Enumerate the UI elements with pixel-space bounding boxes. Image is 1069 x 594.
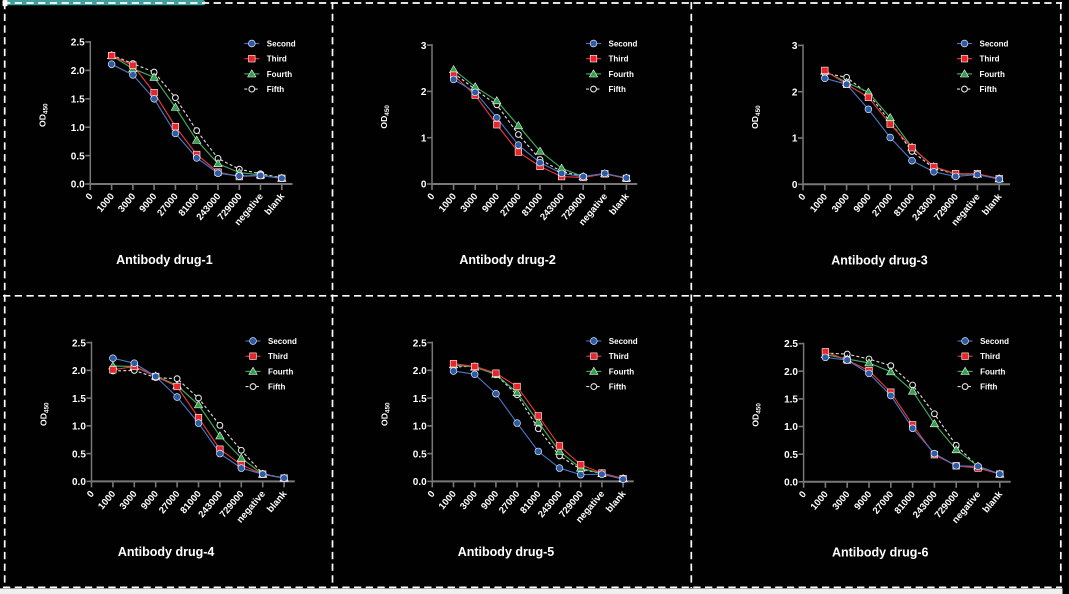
svg-text:Fifth: Fifth <box>609 85 626 94</box>
svg-text:Fourth: Fourth <box>268 367 293 376</box>
svg-text:0.0: 0.0 <box>71 180 85 191</box>
svg-text:2.5: 2.5 <box>71 38 85 49</box>
svg-text:Antibody drug-3: Antibody drug-3 <box>831 253 928 267</box>
svg-text:2.0: 2.0 <box>71 66 85 77</box>
svg-text:2.5: 2.5 <box>413 338 427 349</box>
svg-text:1.0: 1.0 <box>413 422 427 433</box>
svg-text:Fourth: Fourth <box>609 367 634 376</box>
svg-text:Fourth: Fourth <box>267 70 292 79</box>
svg-text:0: 0 <box>796 192 808 203</box>
svg-text:Second: Second <box>980 40 1009 49</box>
svg-text:Antibody drug-4: Antibody drug-4 <box>118 545 215 559</box>
svg-text:Second: Second <box>609 40 638 49</box>
svg-text:0: 0 <box>425 191 437 202</box>
svg-text:1.5: 1.5 <box>784 395 798 406</box>
svg-text:Third: Third <box>609 55 629 64</box>
svg-text:2.5: 2.5 <box>72 338 86 349</box>
svg-text:Second: Second <box>267 40 296 49</box>
svg-text:2.0: 2.0 <box>72 366 86 377</box>
svg-text:Antibody drug-5: Antibody drug-5 <box>458 545 555 559</box>
svg-text:Fourth: Fourth <box>609 70 634 79</box>
svg-text:2: 2 <box>421 87 427 98</box>
svg-text:1: 1 <box>792 134 798 145</box>
svg-text:0: 0 <box>426 489 438 500</box>
svg-text:Third: Third <box>268 352 288 361</box>
svg-text:Fifth: Fifth <box>980 383 997 392</box>
svg-text:Fifth: Fifth <box>980 85 997 94</box>
svg-text:3: 3 <box>421 41 427 52</box>
svg-text:Antibody drug-6: Antibody drug-6 <box>832 545 929 559</box>
svg-text:Third: Third <box>980 352 1000 361</box>
svg-text:0.0: 0.0 <box>72 477 86 488</box>
svg-text:Third: Third <box>267 55 287 64</box>
svg-text:0: 0 <box>84 191 96 202</box>
svg-text:0.5: 0.5 <box>413 449 427 460</box>
svg-text:1: 1 <box>421 133 427 144</box>
svg-text:1.5: 1.5 <box>71 95 85 106</box>
svg-text:1.5: 1.5 <box>72 394 86 405</box>
svg-text:Second: Second <box>609 337 638 346</box>
svg-text:0.5: 0.5 <box>71 151 85 162</box>
svg-text:0: 0 <box>85 489 97 500</box>
svg-text:Third: Third <box>609 352 629 361</box>
svg-text:0: 0 <box>792 180 798 191</box>
svg-text:Fourth: Fourth <box>980 367 1005 376</box>
svg-text:Second: Second <box>268 337 297 346</box>
svg-text:2.0: 2.0 <box>413 366 427 377</box>
svg-text:0.0: 0.0 <box>784 478 798 489</box>
svg-text:2.0: 2.0 <box>784 367 798 378</box>
svg-text:Antibody drug-2: Antibody drug-2 <box>459 253 556 267</box>
svg-text:1.0: 1.0 <box>71 123 85 134</box>
svg-text:Fourth: Fourth <box>980 70 1005 79</box>
svg-text:1.5: 1.5 <box>413 394 427 405</box>
svg-text:3: 3 <box>792 41 798 52</box>
svg-text:1.0: 1.0 <box>784 422 798 433</box>
svg-text:0: 0 <box>797 489 809 500</box>
svg-text:Second: Second <box>980 337 1009 346</box>
svg-text:Third: Third <box>980 55 1000 64</box>
svg-text:Fifth: Fifth <box>268 383 285 392</box>
svg-text:1.0: 1.0 <box>72 422 86 433</box>
svg-text:Antibody drug-1: Antibody drug-1 <box>116 253 213 267</box>
svg-text:0.5: 0.5 <box>784 450 798 461</box>
svg-text:0.5: 0.5 <box>72 449 86 460</box>
svg-text:2: 2 <box>792 87 798 98</box>
svg-text:0.0: 0.0 <box>413 477 427 488</box>
svg-text:Fifth: Fifth <box>609 383 626 392</box>
svg-text:2.5: 2.5 <box>784 339 798 350</box>
svg-text:Fifth: Fifth <box>267 85 284 94</box>
svg-text:0: 0 <box>421 180 427 191</box>
